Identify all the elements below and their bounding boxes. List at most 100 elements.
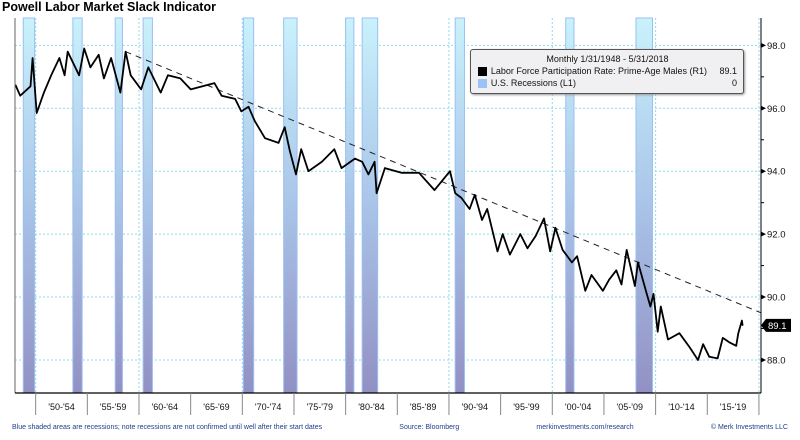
data-point	[400, 172, 403, 174]
data-point	[190, 88, 192, 91]
chart-title: Powell Labor Market Slack Indicator	[2, 0, 216, 14]
data-point	[652, 293, 655, 295]
data-point	[31, 57, 34, 59]
y-tick-arrow	[761, 357, 766, 363]
legend-header: Monthly 1/31/1948 - 5/31/2018	[546, 54, 669, 64]
data-point	[361, 161, 363, 163]
data-point	[454, 192, 456, 194]
data-point	[333, 148, 335, 150]
data-point	[307, 170, 310, 172]
x-tick-label: '60-'64	[152, 402, 178, 412]
series-layer	[14, 47, 744, 361]
data-point	[657, 331, 659, 333]
last-value-badge	[761, 318, 791, 332]
x-tick-label: '75-'79	[307, 402, 333, 412]
recession-band	[345, 17, 355, 394]
data-point	[43, 91, 45, 94]
legend-value: 89.1	[719, 66, 737, 76]
footer-copyright: © Merk Investments LLC	[710, 424, 788, 431]
data-point	[660, 305, 662, 308]
last-value-label: 89.1	[768, 321, 787, 332]
data-point	[373, 161, 376, 163]
y-tick-arrow	[761, 294, 766, 300]
data-point	[590, 274, 593, 276]
data-point	[571, 261, 573, 264]
y-tick-label: 90.0	[767, 293, 786, 304]
data-point	[354, 158, 356, 160]
data-point	[637, 261, 639, 264]
data-point	[535, 235, 537, 237]
x-tick-label: '55-'59	[100, 402, 126, 412]
data-point	[554, 227, 556, 229]
recession-band	[454, 17, 465, 394]
data-point	[608, 279, 610, 281]
data-point	[634, 285, 636, 287]
data-point	[98, 54, 100, 56]
data-point	[526, 247, 529, 249]
data-point	[678, 332, 680, 334]
data-point	[584, 290, 586, 292]
data-point	[234, 98, 236, 100]
legend-value: 0	[731, 78, 737, 88]
data-point	[83, 47, 85, 50]
data-point	[247, 106, 250, 108]
legend-entry-lfpr: Labor Force Participation Rate: Prime-Ag…	[477, 65, 737, 77]
legend-label: U.S. Recessions (L1)	[490, 78, 576, 88]
data-point	[645, 291, 647, 293]
data-point	[717, 357, 719, 359]
data-point	[384, 167, 386, 169]
y-tick-label: 94.0	[767, 167, 786, 178]
data-point	[667, 338, 669, 341]
data-point	[460, 197, 462, 199]
data-point	[620, 283, 623, 286]
y-tick-arrow	[761, 231, 766, 237]
data-point	[119, 91, 121, 94]
data-point	[702, 343, 704, 345]
data-point	[543, 217, 545, 219]
data-point	[486, 208, 488, 210]
data-point	[110, 57, 112, 59]
data-point	[433, 189, 436, 191]
data-point	[708, 356, 710, 358]
data-point	[160, 91, 162, 94]
data-point	[562, 249, 564, 251]
y-tick-label: 98.0	[767, 41, 786, 52]
x-tick-label: '10-'14	[668, 402, 694, 412]
data-point	[449, 170, 451, 172]
data-point	[697, 359, 699, 361]
data-point	[140, 88, 142, 91]
data-point	[509, 253, 511, 256]
data-point	[742, 324, 744, 326]
recession-band	[361, 17, 379, 394]
data-point	[254, 120, 256, 122]
data-point	[221, 95, 223, 97]
x-tick-label: '65-'69	[203, 402, 229, 412]
data-point	[124, 51, 127, 53]
recession-band	[283, 17, 298, 394]
data-point	[474, 194, 476, 196]
x-tick-label: '95-'99	[513, 402, 539, 412]
data-point	[63, 74, 66, 76]
data-point	[741, 320, 743, 322]
data-point	[289, 150, 291, 152]
trendline-layer	[125, 51, 762, 314]
data-point	[321, 161, 323, 163]
data-point	[284, 126, 286, 128]
data-point	[277, 142, 280, 144]
y-tick-label: 96.0	[767, 104, 786, 115]
data-point	[735, 345, 737, 347]
data-point	[179, 77, 181, 80]
footer-source: Source: Bloomberg	[399, 424, 460, 431]
data-point	[78, 74, 80, 76]
legend-swatch-blue	[477, 78, 487, 88]
data-point	[340, 167, 343, 169]
data-point	[689, 346, 691, 348]
footer-url[interactable]: merkinvestments.com/research	[536, 424, 634, 431]
data-point	[469, 208, 471, 210]
data-point	[147, 66, 149, 68]
data-point	[549, 250, 551, 253]
recession-band	[242, 17, 255, 394]
y-tick-arrow	[761, 105, 766, 111]
data-point	[58, 57, 61, 59]
data-point	[649, 305, 652, 308]
